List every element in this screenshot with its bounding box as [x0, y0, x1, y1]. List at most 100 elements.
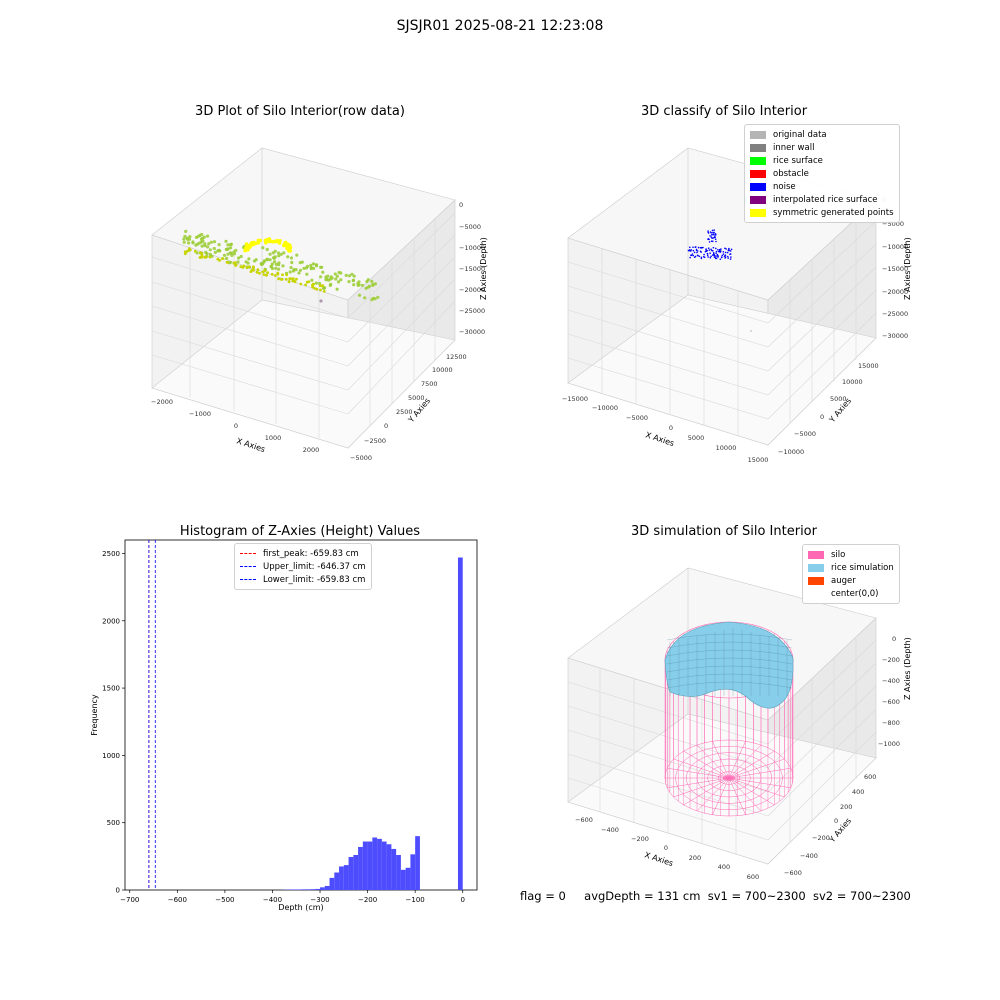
symmetric-point: [264, 241, 268, 245]
x-tick: −200: [631, 835, 649, 843]
raw-point: [255, 270, 259, 274]
raw-point: [288, 277, 292, 280]
swatch: [750, 143, 766, 152]
swatch: [808, 590, 824, 598]
panes: [151, 147, 456, 449]
y-tick: 600: [864, 773, 876, 781]
raw-point: [322, 286, 326, 290]
symmetric-point: [247, 244, 252, 248]
x-axis-label: X Axies: [643, 850, 674, 868]
rice-mesh-line: [666, 649, 793, 657]
noise-point: [724, 257, 726, 259]
x-tick: 600: [747, 873, 759, 881]
raw-point: [252, 266, 255, 270]
z-ticks: 0 −200 −400 −600 −800 −1000: [878, 635, 900, 748]
noise-point: [713, 229, 715, 231]
raw-point: [281, 273, 284, 277]
x-tick-label: −400: [263, 896, 282, 904]
raw-point: [187, 237, 192, 241]
symmetric-point: [243, 247, 248, 251]
z-tick: −25000: [882, 310, 908, 318]
z-tick: −15000: [882, 265, 908, 273]
raw-point: [201, 239, 205, 243]
legend-label: first_peak: -659.83 cm: [263, 548, 359, 559]
noise-point: [690, 249, 693, 251]
noise-point: [708, 249, 711, 251]
histogram-bar: [372, 837, 378, 890]
raw-point: [186, 241, 191, 245]
x-tick: −10000: [592, 404, 618, 412]
noise-point: [711, 229, 714, 232]
z-tick: −30000: [459, 328, 485, 336]
noise-point: [721, 256, 723, 259]
raw-point: [183, 234, 187, 238]
raw-point: [228, 260, 232, 264]
rice-mesh-line: [666, 673, 793, 681]
raw-point: [319, 288, 322, 292]
raw-point: [261, 262, 265, 266]
x-tick: 200: [689, 854, 701, 862]
silo-floor-spoke: [728, 750, 775, 779]
y-tick-label: 500: [107, 819, 120, 827]
noise-point: [713, 253, 715, 255]
raw-point: [329, 282, 333, 286]
y-tick: 7500: [421, 380, 438, 388]
raw-point: [310, 278, 314, 282]
silo-floor-spoke: [728, 741, 746, 779]
histogram-bar: [324, 885, 330, 890]
raw-point: [262, 273, 266, 276]
histogram-bar: [400, 869, 406, 890]
legend-label: interpolated rice surface: [773, 194, 878, 205]
raw-point: [312, 266, 316, 270]
noise-point: [692, 249, 695, 252]
z-tick: −20000: [882, 288, 908, 296]
noise-point: [695, 248, 698, 251]
y-tick: 5000: [830, 395, 847, 403]
x-tick: −15000: [562, 395, 588, 403]
z-tick: −30000: [882, 332, 908, 340]
y-tick: 10000: [842, 378, 863, 386]
noise-point: [697, 246, 700, 249]
x-tick: 1000: [265, 434, 282, 442]
noise-point: [700, 256, 703, 259]
raw-point: [200, 232, 204, 237]
raw-point: [265, 257, 269, 261]
legend-item-first-peak: first_peak: -659.83 cm: [240, 547, 366, 560]
y-tick: 200: [840, 803, 852, 811]
noise-point: [712, 246, 715, 249]
legend-item-rice-simulation: rice simulation: [808, 561, 894, 574]
noise-point: [710, 234, 713, 236]
legend-label: inner wall: [773, 142, 815, 153]
noise-point: [727, 257, 729, 259]
legend-label: symmetric generated points: [773, 207, 894, 218]
z-tick: −5000: [882, 220, 904, 228]
x-tick: 0: [234, 422, 238, 430]
raw-point: [370, 279, 374, 283]
raw-point: [225, 256, 229, 260]
symmetric-point: [253, 241, 258, 246]
raw-point: [182, 237, 186, 241]
raw-point: [184, 252, 187, 256]
noise-point: [693, 251, 696, 254]
sv1-text: sv1 = 700~2300: [707, 889, 806, 903]
raw-point: [273, 274, 277, 277]
raw-point: [309, 263, 313, 267]
x-ticks: −15000 −10000 −5000 0 5000 10000 15000: [562, 395, 768, 464]
raw-point: [309, 267, 313, 271]
histogram-bar: [410, 854, 416, 890]
noise-point: [712, 240, 714, 243]
chart-classify-3d: −15000 −10000 −5000 0 5000 10000 15000 X…: [562, 147, 912, 464]
figure-title: SJSJR01 2025-08-21 12:23:08: [396, 18, 604, 34]
raw-point: [351, 279, 355, 283]
swatch: [240, 579, 256, 580]
x-tick-label: −500: [215, 896, 234, 904]
swatch: [808, 563, 824, 572]
noise-point: [689, 256, 691, 259]
raw-point: [376, 295, 380, 299]
noise-point: [696, 254, 699, 257]
y-axis-label: Y Axies: [827, 816, 853, 845]
noise-point: [728, 248, 730, 250]
raw-point: [333, 272, 337, 276]
silo-floor-spoke: [696, 744, 730, 779]
noise-point: [688, 249, 691, 252]
